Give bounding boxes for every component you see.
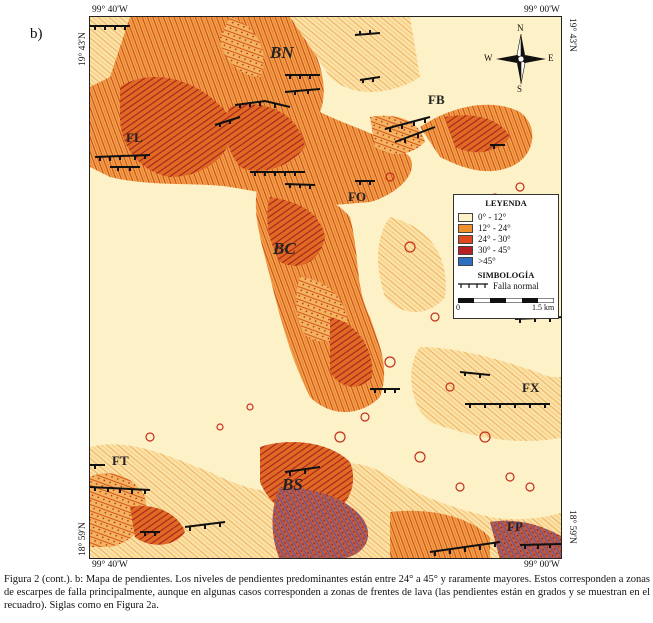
- compass-e: E: [548, 53, 554, 63]
- compass-w: W: [484, 53, 493, 63]
- legend-swatch: [458, 223, 473, 233]
- legend-item: 30° - 45°: [458, 245, 511, 255]
- legend-swatch: [458, 234, 473, 244]
- label-fb: FB: [428, 92, 445, 107]
- legend-item-label: 12° - 24°: [478, 223, 511, 233]
- label-bn: BN: [270, 43, 294, 62]
- label-bc: BC: [273, 239, 296, 258]
- figure-caption: Figura 2 (cont.). b: Mapa de pendientes.…: [4, 574, 650, 611]
- scale-bar: [457, 295, 555, 304]
- slope-map-raster: [90, 17, 561, 558]
- coord-bottom-right: 99° 00'W: [524, 560, 560, 570]
- coord-left-bottom: 18° 59'N: [78, 522, 88, 556]
- coord-top-left: 99° 40'W: [92, 5, 128, 15]
- scale-left: 0: [456, 303, 460, 312]
- label-fp: FP: [507, 519, 523, 534]
- label-fl: FL: [126, 130, 143, 145]
- coord-top-right: 99° 00'W: [524, 5, 560, 15]
- scale-right: 1.5 km: [532, 303, 555, 312]
- legend-swatch: [458, 212, 473, 222]
- coord-right-top: 19° 43'N: [567, 18, 577, 52]
- legend-fault-item: Falla normal: [458, 281, 539, 291]
- legend-item-label: 30° - 45°: [478, 245, 511, 255]
- label-fo: FO: [348, 189, 367, 204]
- legend-item: >45°: [458, 256, 496, 266]
- label-ft: FT: [112, 453, 129, 468]
- legend-item: 12° - 24°: [458, 223, 511, 233]
- legend-item: 24° - 30°: [458, 234, 511, 244]
- coord-bottom-left: 99° 40'W: [92, 560, 128, 570]
- legend: LEYENDA 0° - 12° 12° - 24° 24° - 30° 30°…: [453, 194, 559, 319]
- panel-label: b): [30, 26, 43, 42]
- slope-map: BN FB FL FO BC FX FT BS FP: [89, 16, 562, 559]
- label-fx: FX: [522, 380, 540, 395]
- compass-n: N: [517, 23, 524, 33]
- normal-fault-icon: [458, 283, 488, 288]
- coord-left-top: 19° 43'N: [78, 32, 88, 66]
- compass-s: S: [517, 84, 523, 94]
- fault-label: Falla normal: [493, 281, 539, 291]
- legend-swatch: [458, 245, 473, 255]
- legend-title: LEYENDA: [485, 198, 527, 208]
- compass-rose-icon: N S E W: [484, 23, 554, 97]
- legend-item-label: >45°: [478, 256, 496, 266]
- coord-right-bottom: 18° 59'N: [567, 510, 577, 544]
- label-bs: BS: [282, 475, 303, 494]
- legend-item: 0° - 12°: [458, 212, 506, 222]
- legend-item-label: 24° - 30°: [478, 234, 511, 244]
- symbology-title: SIMBOLOGÍA: [477, 270, 535, 280]
- legend-swatch: [458, 256, 473, 266]
- legend-item-label: 0° - 12°: [478, 212, 507, 222]
